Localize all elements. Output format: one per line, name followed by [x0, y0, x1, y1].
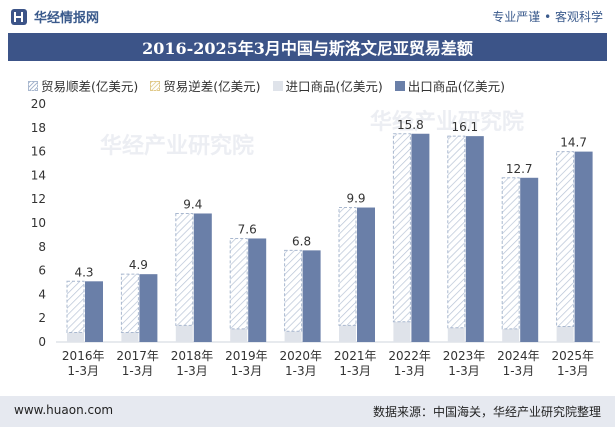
legend-swatch-deficit: [150, 80, 161, 91]
data-label: 4.9: [129, 258, 148, 272]
data-label: 14.7: [560, 136, 587, 150]
import-bar: [121, 332, 139, 342]
import-bar: [556, 326, 574, 342]
legend-swatch-import: [272, 80, 283, 91]
x-tick-label: 2022年: [388, 349, 431, 363]
slogan: 专业严谨 • 客观科学: [492, 10, 603, 24]
surplus-bar: [284, 249, 303, 332]
export-bar: [248, 238, 267, 342]
export-bar: [357, 207, 375, 342]
legend-swatch-export: [394, 80, 405, 91]
export-bar: [465, 136, 484, 342]
top-bar: 华经情报网 专业严谨 • 客观科学: [0, 0, 615, 32]
y-tick-label: 20: [31, 97, 46, 111]
x-tick-label: 1-3月: [231, 364, 263, 378]
surplus-bar: [66, 280, 85, 333]
x-tick-label: 2025年: [552, 349, 595, 363]
export-bar: [193, 213, 212, 342]
x-tick-label: 1-3月: [448, 364, 480, 378]
surplus-bar: [120, 273, 139, 333]
x-tick-label: 1-3月: [339, 364, 371, 378]
surplus-bar: [229, 237, 248, 330]
y-tick-label: 10: [31, 216, 46, 230]
y-tick-label: 0: [38, 335, 46, 349]
import-bar: [339, 325, 356, 342]
import-bar: [175, 325, 193, 342]
import-bar: [230, 328, 248, 342]
x-tick-label: 2018年: [171, 349, 214, 363]
legend-item-import: 进口商品(亿美元): [272, 76, 383, 95]
x-tick-label: 1-3月: [285, 364, 317, 378]
x-tick-label: 2023年: [443, 349, 486, 363]
legend: 贸易顺差(亿美元) 贸易逆差(亿美元) 进口商品(亿美元) 出口商品(亿美元): [28, 76, 505, 95]
y-tick-label: 16: [31, 145, 46, 159]
logo-icon: [11, 8, 27, 25]
y-tick-label: 2: [38, 311, 46, 325]
legend-item-deficit: 贸易逆差(亿美元): [150, 76, 261, 95]
x-tick-label: 2019年: [225, 349, 268, 363]
export-bar: [520, 177, 539, 342]
surplus-bar: [447, 135, 466, 329]
legend-item-export: 出口商品(亿美元): [394, 76, 506, 95]
data-label: 16.1: [451, 120, 478, 134]
footer-source: 数据来源：中国海关，华经产业研究院整理: [372, 405, 601, 419]
surplus-bar: [556, 151, 575, 328]
legend-label-export: 出口商品(亿美元): [407, 79, 506, 94]
legend-label-import: 进口商品(亿美元): [285, 79, 383, 94]
x-tick-label: 1-3月: [503, 364, 535, 378]
y-tick-label: 12: [31, 192, 46, 206]
x-tick-label: 1-3月: [122, 364, 154, 378]
legend-item-surplus: 贸易顺差(亿美元): [28, 76, 138, 95]
surplus-bar: [338, 207, 357, 326]
legend-label-deficit: 贸易逆差(亿美元): [163, 79, 261, 94]
export-bar: [574, 151, 593, 342]
surplus-bar: [175, 212, 194, 326]
x-tick-label: 1-3月: [557, 364, 589, 378]
import-bar: [393, 321, 411, 342]
y-tick-label: 14: [31, 168, 46, 182]
data-label: 9.4: [183, 197, 202, 211]
import-bar: [67, 332, 84, 342]
export-bar: [411, 133, 430, 342]
surplus-bar: [392, 133, 411, 323]
title-bar: 2016-2025年3月中国与斯洛文尼亚贸易差额: [8, 33, 607, 61]
x-tick-label: 1-3月: [67, 364, 99, 378]
export-bar: [85, 281, 103, 342]
data-label: 9.9: [346, 192, 365, 206]
x-tick-label: 2020年: [280, 349, 323, 363]
x-tick-label: 1-3月: [394, 364, 426, 378]
x-tick-label: 1-3月: [176, 364, 208, 378]
x-tick-label: 2017年: [116, 349, 159, 363]
y-tick-label: 6: [38, 264, 46, 278]
footer-site: www.huaon.com: [14, 403, 114, 417]
y-tick-label: 18: [31, 121, 46, 135]
legend-label-surplus: 贸易顺差(亿美元): [41, 79, 139, 94]
import-bar: [502, 328, 520, 342]
brand: 华经情报网: [10, 7, 99, 26]
x-tick-label: 2024年: [497, 349, 540, 363]
brand-name: 华经情报网: [34, 11, 100, 26]
x-tick-label: 2021年: [334, 349, 377, 363]
import-bar: [447, 327, 465, 342]
surplus-bar: [501, 177, 520, 330]
import-bar: [284, 331, 302, 342]
chart-title: 2016-2025年3月中国与斯洛文尼亚贸易差额: [142, 39, 473, 58]
export-bar: [302, 250, 321, 342]
export-bar: [139, 274, 158, 342]
x-tick-label: 2016年: [62, 349, 105, 363]
footer: www.huaon.com 数据来源：中国海关，华经产业研究院整理: [0, 396, 615, 427]
data-label: 15.8: [397, 118, 424, 132]
y-tick-label: 8: [38, 240, 46, 254]
data-label: 12.7: [506, 162, 533, 176]
data-label: 6.8: [292, 234, 311, 248]
data-label: 7.6: [238, 222, 257, 236]
legend-swatch-surplus: [28, 80, 38, 91]
y-tick-label: 4: [38, 287, 46, 301]
data-label: 4.3: [74, 265, 93, 279]
